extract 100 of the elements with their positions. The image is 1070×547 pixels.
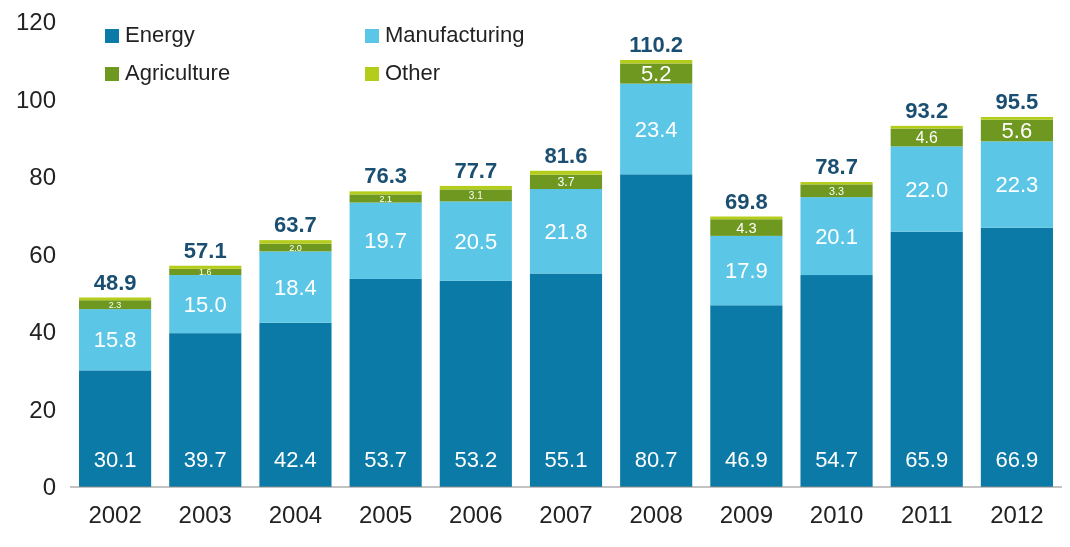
data-label: 4.6 — [915, 129, 938, 147]
bar — [349, 202, 422, 279]
data-label: 2.1 — [379, 193, 392, 204]
legend-label: Other — [385, 60, 441, 85]
total-label: 63.7 — [274, 212, 317, 238]
data-label: 3.7 — [557, 175, 575, 190]
bar — [169, 265, 242, 269]
bar — [169, 333, 242, 487]
data-label: 4.3 — [736, 219, 757, 236]
x-tick-label: 2005 — [358, 501, 413, 528]
bar — [439, 189, 512, 202]
total-label: 57.1 — [183, 237, 227, 263]
data-label: 3.3 — [829, 184, 845, 197]
y-tick-label: 20 — [29, 395, 56, 423]
y-tick-label: 60 — [29, 240, 56, 268]
x-tick-label: 2009 — [719, 501, 774, 528]
x-tick-label: 2004 — [268, 501, 323, 528]
x-tick-label: 2008 — [629, 501, 683, 528]
data-label: 80.7 — [634, 446, 678, 472]
total-label: 110.2 — [629, 31, 684, 57]
data-label: 15.8 — [93, 327, 137, 353]
data-label: 2.3 — [108, 299, 122, 310]
total-label: 93.2 — [905, 97, 949, 123]
bar — [529, 273, 603, 487]
bar — [620, 63, 693, 84]
x-tick-label: 2012 — [990, 501, 1044, 528]
bar — [710, 219, 783, 236]
data-label: 53.7 — [364, 446, 408, 472]
bar — [169, 275, 242, 334]
total-label: 77.7 — [454, 157, 498, 183]
x-tick-label: 2002 — [88, 501, 142, 528]
bar — [349, 191, 422, 195]
y-tick-label: 0 — [42, 473, 56, 501]
legend-label: Agriculture — [125, 60, 231, 85]
data-label: 66.9 — [995, 446, 1039, 472]
bar — [800, 184, 873, 198]
data-label: 21.8 — [544, 218, 588, 244]
legend-label: Manufacturing — [385, 22, 525, 47]
data-label: 18.4 — [274, 274, 317, 300]
data-label: 65.9 — [905, 446, 949, 472]
total-label: 78.7 — [815, 154, 858, 180]
data-label: 17.9 — [724, 258, 768, 284]
bar — [890, 146, 963, 232]
bar — [529, 189, 603, 274]
y-tick-label: 40 — [29, 318, 56, 346]
data-label: 46.9 — [724, 446, 768, 472]
bar — [79, 370, 152, 487]
total-label: 48.9 — [93, 269, 137, 295]
data-label: 1.6 — [199, 267, 212, 278]
data-label: 39.7 — [183, 446, 227, 472]
bar — [349, 278, 422, 487]
x-tick-label: 2003 — [178, 501, 232, 528]
bar — [79, 309, 152, 371]
bar — [259, 322, 332, 487]
data-label: 22.3 — [995, 172, 1039, 198]
data-label: 20.5 — [454, 228, 498, 254]
x-tick-label: 2010 — [809, 501, 864, 528]
bar — [259, 240, 332, 244]
total-label: 95.5 — [995, 88, 1039, 114]
data-label: 42.4 — [274, 446, 317, 472]
data-label: 54.7 — [815, 446, 858, 472]
legend-label: Energy — [125, 22, 195, 47]
bar — [980, 141, 1053, 228]
bar — [259, 251, 332, 323]
bar — [349, 194, 422, 203]
data-label: 23.4 — [634, 116, 678, 142]
total-label: 69.8 — [724, 188, 768, 214]
bar — [980, 116, 1053, 120]
bar — [800, 275, 873, 487]
data-label: 53.2 — [454, 446, 498, 472]
data-label: 15.0 — [183, 291, 227, 317]
data-label: 30.1 — [93, 446, 137, 472]
data-label: 22.0 — [905, 176, 949, 202]
bar — [620, 83, 693, 175]
bar — [980, 227, 1053, 487]
bar — [710, 235, 783, 306]
x-tick-label: 2007 — [539, 501, 593, 528]
x-tick-label: 2011 — [900, 501, 953, 528]
data-label: 20.1 — [815, 223, 858, 249]
total-label: 81.6 — [544, 142, 588, 168]
y-tick-label: 100 — [15, 85, 56, 113]
total-label: 76.3 — [364, 163, 408, 189]
bar — [800, 197, 873, 276]
y-tick-label: 120 — [15, 8, 56, 36]
data-label: 5.2 — [640, 61, 672, 87]
bar — [620, 174, 693, 487]
bar — [439, 201, 512, 281]
bar — [890, 231, 963, 487]
bar — [890, 125, 963, 129]
data-label: 19.7 — [364, 228, 408, 254]
bar — [529, 170, 603, 175]
y-tick-label: 80 — [29, 163, 56, 191]
bar — [79, 300, 152, 310]
data-label: 5.6 — [1001, 118, 1033, 144]
bar — [529, 174, 603, 190]
data-label: 55.1 — [544, 446, 588, 472]
data-label: 2.0 — [289, 242, 302, 253]
bar — [439, 280, 512, 487]
data-label: 3.1 — [468, 189, 484, 201]
bar — [710, 305, 783, 487]
